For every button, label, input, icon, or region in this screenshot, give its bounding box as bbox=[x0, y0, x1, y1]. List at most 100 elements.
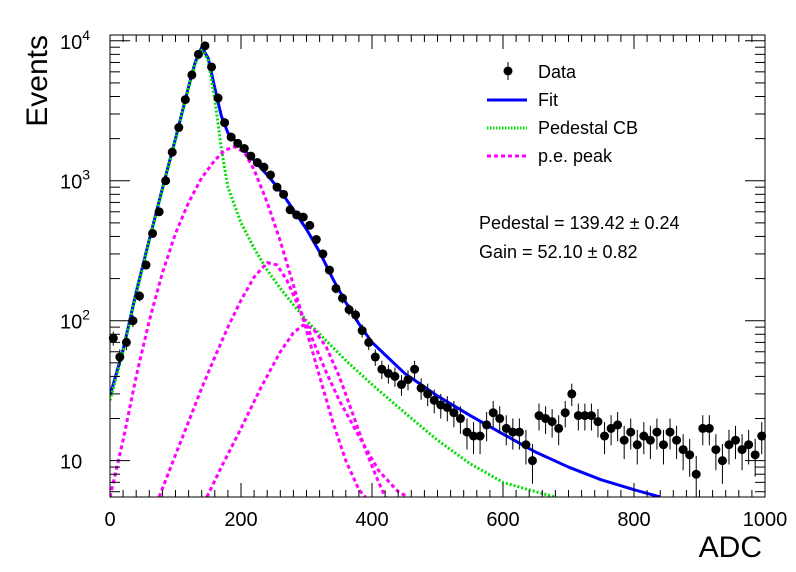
data-point bbox=[691, 455, 701, 497]
data-point bbox=[704, 415, 714, 446]
data-point-marker bbox=[338, 293, 348, 303]
data-point-marker bbox=[469, 431, 479, 441]
data-point bbox=[403, 370, 413, 391]
data-point bbox=[128, 314, 138, 328]
data-point-marker bbox=[167, 147, 177, 157]
data-point bbox=[154, 207, 164, 217]
data-point-marker bbox=[298, 212, 308, 222]
data-point bbox=[672, 425, 682, 460]
data-point-marker bbox=[259, 162, 269, 172]
data-point bbox=[134, 291, 144, 302]
data-point-marker bbox=[220, 118, 230, 128]
data-point-marker bbox=[678, 445, 688, 455]
x-tick-label: 600 bbox=[486, 509, 519, 531]
data-point-marker bbox=[501, 423, 511, 433]
data-point-marker bbox=[246, 151, 256, 161]
data-point bbox=[311, 235, 321, 245]
data-point bbox=[573, 403, 583, 431]
data-point bbox=[167, 147, 177, 157]
data-point-marker bbox=[390, 371, 400, 381]
legend-label-pe-peak: p.e. peak bbox=[538, 146, 613, 166]
data-point-marker bbox=[233, 138, 243, 148]
data-point-marker bbox=[148, 228, 158, 238]
data-point-marker bbox=[475, 431, 485, 441]
data-point-marker bbox=[527, 456, 537, 466]
data-point bbox=[324, 265, 334, 275]
data-point bbox=[396, 375, 406, 396]
data-point bbox=[619, 425, 629, 460]
data-point bbox=[600, 422, 610, 455]
data-point-marker bbox=[698, 423, 708, 433]
data-point-marker bbox=[370, 352, 380, 362]
data-point bbox=[429, 389, 439, 414]
data-point bbox=[298, 212, 308, 222]
data-point bbox=[193, 49, 203, 59]
data-point bbox=[462, 418, 472, 450]
data-point bbox=[652, 418, 662, 450]
data-point-marker bbox=[626, 427, 636, 437]
data-point-marker bbox=[174, 123, 184, 133]
data-point-marker bbox=[180, 95, 190, 105]
data-point bbox=[272, 182, 282, 192]
data-point-marker bbox=[252, 158, 262, 168]
data-point-marker bbox=[711, 445, 721, 455]
data-point-marker bbox=[154, 207, 164, 217]
data-point bbox=[665, 418, 675, 450]
data-point-marker bbox=[567, 389, 577, 399]
data-point bbox=[121, 335, 131, 351]
data-point-marker bbox=[547, 417, 557, 427]
legend-entry-fit: Fit bbox=[487, 90, 558, 110]
data-point bbox=[469, 422, 479, 455]
annotation-pedestal: Pedestal = 139.42 ±0.24 bbox=[479, 213, 680, 233]
data-point-marker bbox=[272, 182, 282, 192]
data-point-marker bbox=[462, 427, 472, 437]
y-tick-label: 103 bbox=[60, 167, 90, 194]
data-point-marker bbox=[737, 445, 747, 455]
data-point-marker bbox=[560, 408, 570, 418]
data-point bbox=[737, 434, 747, 471]
series-fit-curve-0 bbox=[110, 45, 661, 497]
data-point bbox=[724, 429, 734, 465]
data-point bbox=[731, 425, 741, 460]
data-point-marker bbox=[134, 291, 144, 301]
data-point bbox=[351, 309, 361, 322]
data-point-marker bbox=[704, 423, 714, 433]
data-point-marker bbox=[717, 456, 727, 466]
series-p-e-peak-curve-2 bbox=[110, 145, 367, 497]
legend-data-marker bbox=[503, 66, 513, 76]
data-point bbox=[370, 349, 380, 366]
data-point bbox=[279, 189, 289, 199]
data-point bbox=[757, 422, 767, 455]
data-point bbox=[161, 176, 171, 186]
data-point bbox=[658, 429, 668, 465]
data-point bbox=[148, 228, 158, 238]
data-point-marker bbox=[410, 364, 420, 374]
data-point-marker bbox=[161, 176, 171, 186]
data-point-marker bbox=[619, 435, 629, 445]
fit-annotations: Pedestal = 139.42 ±0.24 Gain = 52.10 ±0.82 bbox=[479, 213, 680, 262]
data-point-marker bbox=[573, 411, 583, 421]
x-tick-label: 1000 bbox=[743, 509, 788, 531]
data-point bbox=[547, 409, 557, 438]
x-tick-label: 400 bbox=[355, 509, 388, 531]
data-point bbox=[220, 118, 230, 128]
data-point-marker bbox=[757, 431, 767, 441]
data-point bbox=[567, 383, 577, 407]
data-point-marker bbox=[632, 440, 642, 450]
y-tick-label: 104 bbox=[60, 27, 90, 54]
data-point bbox=[455, 406, 465, 434]
data-point-marker bbox=[744, 440, 754, 450]
annotation-gain: Gain = 52.10 ±0.82 bbox=[479, 242, 638, 262]
data-point bbox=[586, 403, 596, 431]
data-point bbox=[514, 418, 524, 450]
data-point-marker bbox=[318, 249, 328, 259]
data-point bbox=[285, 205, 295, 215]
data-point bbox=[626, 418, 636, 450]
data-point-marker bbox=[731, 435, 741, 445]
legend-label-pedestal: Pedestal CB bbox=[538, 118, 638, 138]
data-point bbox=[246, 151, 256, 161]
data-point bbox=[678, 434, 688, 471]
data-point bbox=[364, 335, 374, 351]
data-point-marker bbox=[285, 205, 295, 215]
